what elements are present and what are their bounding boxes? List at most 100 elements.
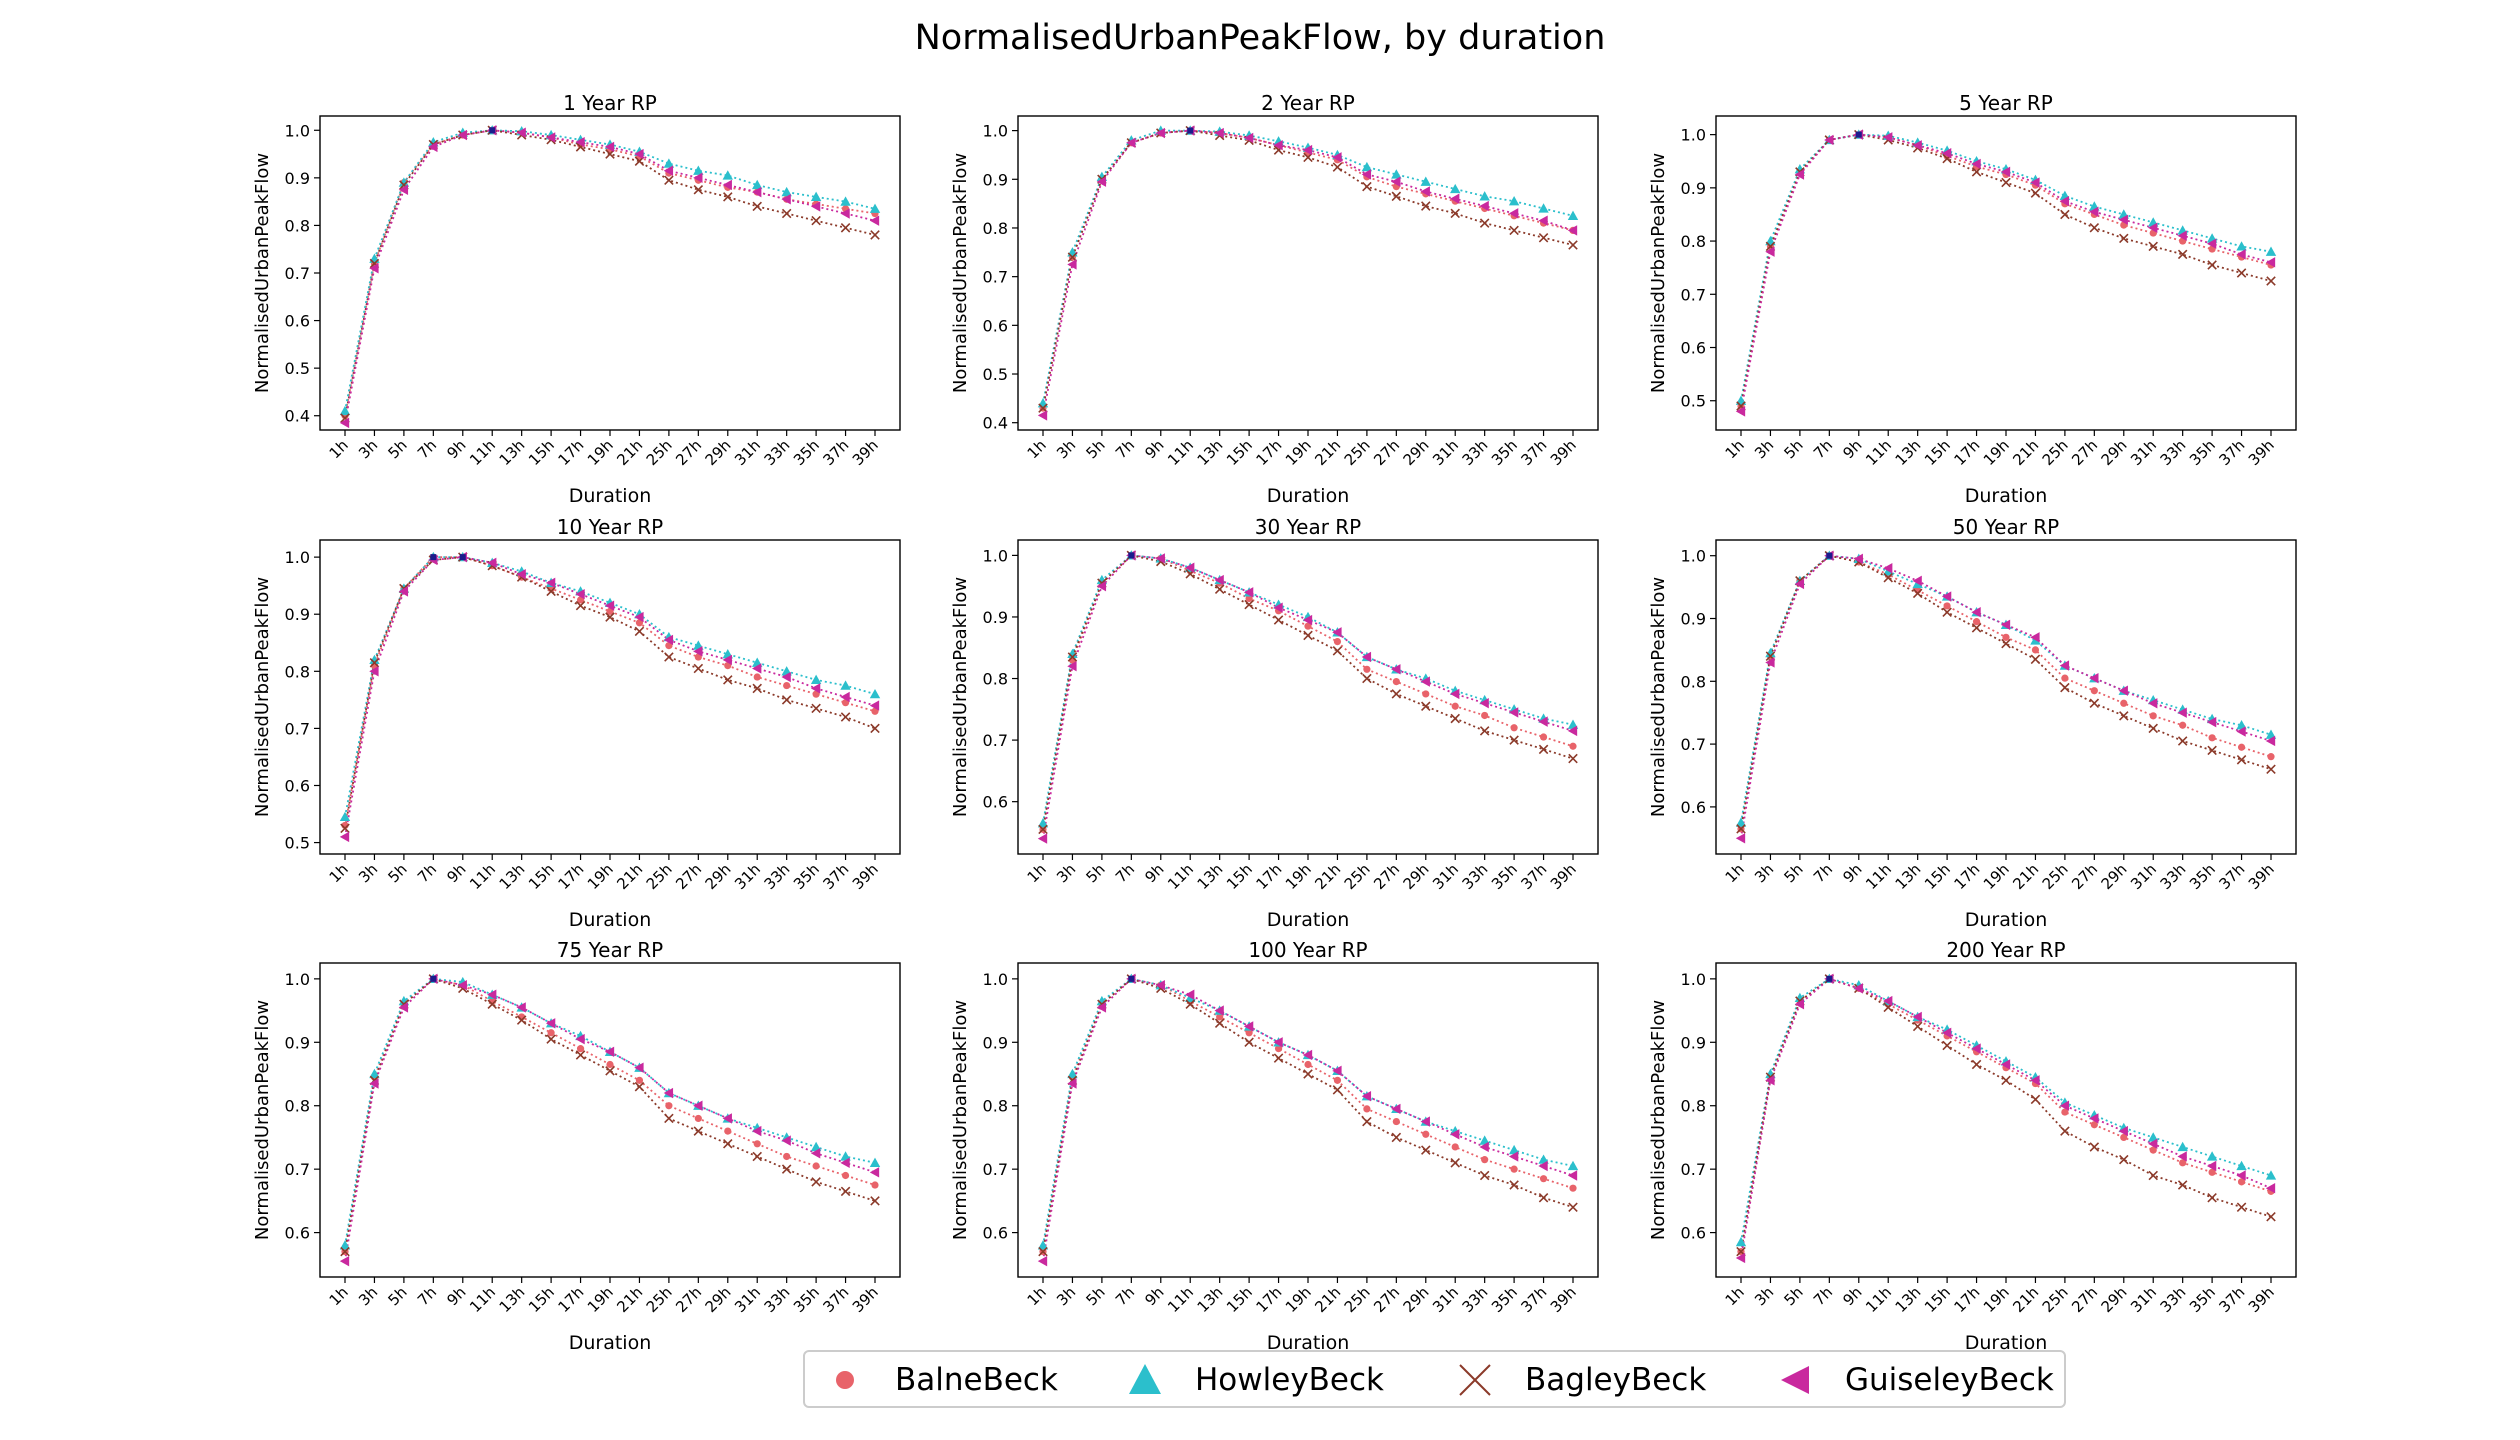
x-tick-label: 17h <box>1252 1283 1285 1316</box>
data-point <box>1037 1255 1048 1267</box>
data-point <box>339 831 350 843</box>
subplot-75-year-rp: 0.6 0.7 0.8 0.9 1.0 1h 3h 5h 7h 9h11h13h15h17h19h… <box>252 938 901 1354</box>
subplot-title: 10 Year RP <box>557 515 663 539</box>
series-line <box>1042 129 1574 409</box>
x-tick-label: 25h <box>2039 860 2072 893</box>
x-tick-label: 3h <box>355 436 381 462</box>
x-tick-label: 29h <box>2098 436 2131 469</box>
data-point <box>635 1076 644 1084</box>
y-tick-label: 0.7 <box>285 1160 310 1179</box>
data-point <box>2149 712 2157 720</box>
data-point <box>2001 177 2011 188</box>
data-point <box>1185 999 1195 1009</box>
data-point <box>840 1186 851 1197</box>
data-point <box>1067 652 1078 662</box>
data-point <box>1333 637 1342 646</box>
data-point <box>1332 152 1342 163</box>
x-tick-label: 27h <box>672 860 705 893</box>
data-point <box>781 194 791 205</box>
peak-marker <box>430 975 437 982</box>
data-point <box>663 634 674 646</box>
y-axis-label: NormalisedUrbanPeakFlow <box>252 577 273 817</box>
data-point <box>869 1167 880 1178</box>
x-tick-label: 31h <box>731 1283 764 1316</box>
x-tick-label: 25h <box>2039 436 2072 469</box>
data-point <box>2000 619 2011 630</box>
data-point <box>869 688 881 699</box>
data-point <box>1450 1158 1460 1168</box>
data-point <box>398 184 409 195</box>
x-tick-label: 11h <box>1164 1283 1197 1316</box>
x-tick-label: 9h <box>1839 860 1865 886</box>
y-tick-label: 0.6 <box>285 776 310 795</box>
data-point <box>753 673 761 681</box>
data-point <box>722 170 733 180</box>
y-tick-label: 0.7 <box>983 731 1008 750</box>
data-point <box>1765 647 1776 658</box>
legend-item-guiseleybeck: GuiseleyBeck <box>1775 1352 2054 1408</box>
data-point <box>1479 726 1490 736</box>
data-point <box>2266 276 2276 286</box>
data-point <box>693 663 704 674</box>
peak-marker <box>1826 975 1833 982</box>
data-point <box>2002 633 2010 641</box>
data-point <box>2265 246 2277 256</box>
x-tick-label: 13h <box>1194 1283 1227 1316</box>
x-tick-label: 21h <box>2009 436 2042 469</box>
x-tick-label: 27h <box>1370 860 1403 893</box>
data-point <box>1391 1103 1401 1115</box>
data-point <box>783 681 791 690</box>
x-tick-label: 15h <box>525 860 558 893</box>
data-point <box>604 1046 615 1058</box>
x-tick-label: 1h <box>1024 860 1050 886</box>
data-point <box>1509 1180 1519 1190</box>
data-point <box>1538 744 1549 755</box>
data-point <box>2266 764 2276 774</box>
x-tick-label: 17h <box>1252 436 1285 469</box>
data-point <box>752 683 762 694</box>
data-point <box>753 1140 761 1148</box>
data-point <box>369 666 379 677</box>
y-tick-label: 0.7 <box>1681 735 1706 754</box>
data-point <box>487 999 497 1009</box>
data-point <box>1303 1069 1313 1079</box>
x-tick-label: 31h <box>1429 1283 1462 1316</box>
data-point <box>1481 1156 1489 1164</box>
y-tick-label: 0.6 <box>1681 1224 1706 1243</box>
data-point <box>1126 137 1136 148</box>
data-point <box>812 690 820 698</box>
data-point <box>722 1113 732 1124</box>
data-point <box>724 662 732 670</box>
y-tick-label: 1.0 <box>1681 970 1706 989</box>
data-point <box>2236 241 2247 251</box>
data-point <box>1333 1076 1342 1084</box>
data-point <box>1038 1246 1048 1257</box>
data-point <box>1794 999 1805 1010</box>
x-tick-label: 35h <box>790 860 823 893</box>
y-tick-label: 0.7 <box>983 1160 1008 1179</box>
data-point <box>1391 1132 1402 1143</box>
x-tick-label: 3h <box>355 860 381 886</box>
data-point <box>1214 584 1225 595</box>
data-point <box>1912 588 1923 599</box>
x-tick-label: 25h <box>643 860 676 893</box>
series-line <box>1740 554 2272 830</box>
data-point <box>1361 169 1372 180</box>
subplot-title: 30 Year RP <box>1255 515 1361 539</box>
data-point <box>663 165 674 176</box>
data-point <box>635 619 644 627</box>
data-point <box>1569 742 1577 750</box>
data-point <box>2148 1170 2158 1181</box>
y-tick-label: 0.5 <box>1681 392 1706 411</box>
data-point <box>2030 1075 2040 1086</box>
data-point <box>1302 144 1313 156</box>
y-tick-label: 0.9 <box>285 169 310 188</box>
x-tick-label: 37h <box>2215 860 2248 893</box>
subplot-100-year-rp: 0.6 0.7 0.8 0.9 1.0 1h 3h 5h 7h 9h11h13h15h17h19h… <box>950 938 1599 1354</box>
x-tick-label: 1h <box>326 1283 352 1309</box>
subplot-30-year-rp: 0.6 0.7 0.8 0.9 1.0 1h 3h 5h 7h 9h11h13h15h17h19h… <box>950 515 1599 931</box>
x-tick-label: 29h <box>702 860 735 893</box>
data-point <box>1037 1240 1049 1250</box>
y-tick-label: 1.0 <box>983 122 1008 141</box>
data-point <box>2236 726 2246 737</box>
